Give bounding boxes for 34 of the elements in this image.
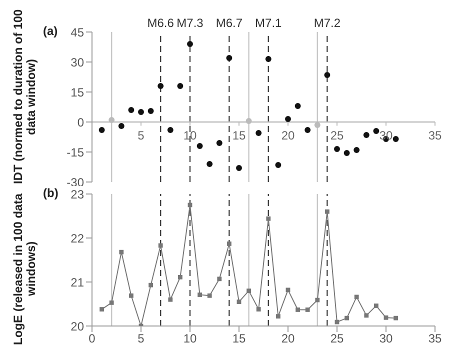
y-tick-label: 21 — [70, 275, 84, 290]
ref-line-label: M6.6 — [147, 16, 174, 30]
x-tick-label: 30 — [379, 128, 393, 142]
x-tick-label: 20 — [281, 128, 295, 142]
y-tick-label: 30 — [70, 55, 84, 70]
x-tick-label: 25 — [330, 128, 344, 142]
y-tick-label: 20 — [70, 319, 84, 334]
y-tick-label: 0 — [77, 115, 84, 130]
y-tick-label: 15 — [70, 85, 84, 100]
x-tick-label: 35 — [428, 332, 442, 346]
ref-line-label: M7.2 — [314, 16, 341, 30]
ref-line-label: M7.1 — [255, 16, 282, 30]
x-tick-label: 30 — [379, 332, 393, 346]
x-tick-label: 15 — [232, 128, 246, 142]
y-axis-title: LogE (released in 100 data windows) — [11, 192, 38, 347]
text: (b) — [43, 186, 58, 200]
y-tick-label: 22 — [70, 231, 84, 246]
y-axis-title: IDT (normed to duration of 100 data window) — [11, 8, 38, 186]
x-tick-label: 10 — [183, 128, 197, 142]
x-tick-label: 35 — [428, 128, 442, 142]
x-tick-label: 0 — [88, 332, 96, 346]
y-tick-label: -30 — [66, 175, 84, 190]
x-tick-label: 10 — [183, 332, 197, 346]
ref-line-label: M7.3 — [176, 16, 204, 30]
ref-line-label: M6.7 — [216, 16, 243, 30]
x-tick-label: 25 — [330, 332, 344, 346]
y-tick-label: -15 — [66, 145, 84, 160]
y-tick-label: 45 — [70, 25, 84, 40]
y-tick-label: 23 — [70, 187, 84, 202]
text: (a) — [43, 24, 58, 38]
x-tick-label: 20 — [281, 332, 295, 346]
x-tick-label: 5 — [138, 332, 145, 346]
x-tick-label: 15 — [232, 332, 246, 346]
x-tick-label: 5 — [138, 128, 145, 142]
